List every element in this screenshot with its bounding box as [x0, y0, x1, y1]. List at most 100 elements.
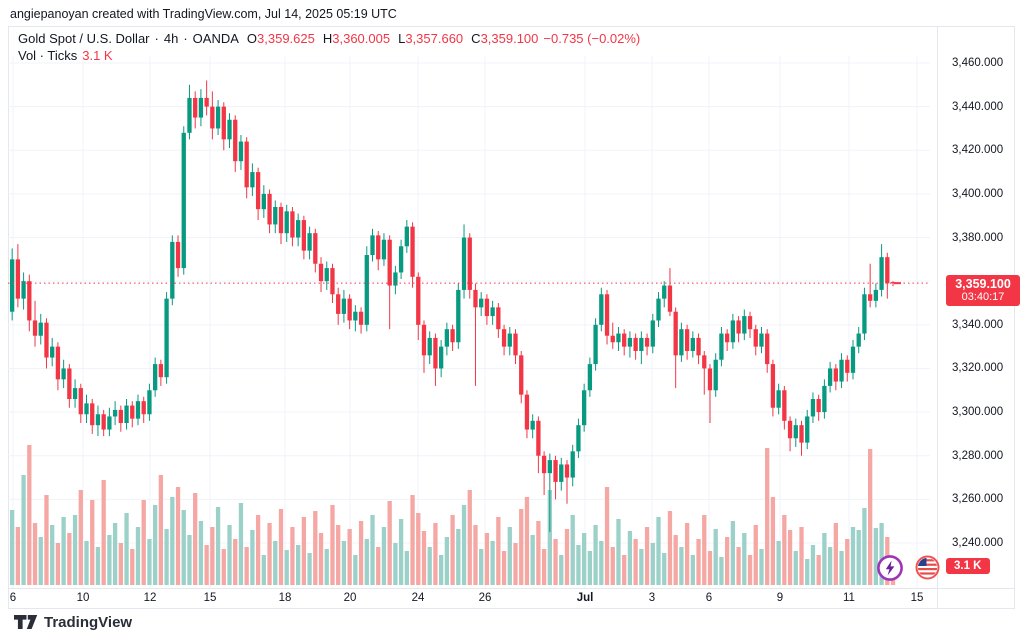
volume-bar — [450, 515, 455, 585]
volume-bar — [519, 509, 524, 585]
candle-body — [696, 337, 701, 356]
volume-bar — [644, 527, 650, 585]
volume-bar — [158, 475, 164, 585]
candle-body — [868, 294, 873, 301]
candle-body — [719, 333, 724, 360]
volume-bar — [490, 541, 495, 585]
volume-bar — [284, 550, 289, 585]
volume-bar — [147, 539, 152, 585]
candle-body — [175, 241, 181, 269]
candle-body — [358, 311, 364, 325]
realtime-lightning-icon[interactable] — [876, 554, 904, 582]
volume-bar — [707, 551, 713, 585]
volume-bar — [856, 530, 861, 585]
us-flag-icon[interactable] — [915, 555, 940, 580]
candle-body — [376, 235, 381, 260]
volume-bar — [370, 515, 375, 585]
candle-body — [153, 364, 158, 391]
tradingview-logo[interactable]: TradingView — [14, 614, 132, 631]
time-axis-label: 10 — [76, 592, 90, 604]
time-axis-label: 9 — [776, 592, 784, 604]
volume-bar — [810, 545, 816, 585]
candle-body — [193, 97, 198, 118]
candle-body — [416, 276, 421, 325]
candle-body — [845, 359, 850, 373]
candle-body — [827, 368, 833, 386]
candle-body — [610, 335, 615, 343]
candle-body — [244, 141, 249, 188]
bar-countdown: 03:40:17 — [961, 291, 1005, 303]
candle-body — [135, 401, 141, 419]
candle-body — [112, 409, 118, 417]
volume-bar — [364, 539, 369, 585]
candle-body — [181, 132, 186, 269]
candle-body — [250, 172, 255, 188]
candle-body — [484, 298, 490, 317]
candle-body — [38, 322, 43, 336]
volume-bar — [307, 553, 312, 585]
volume-bar — [587, 551, 593, 585]
volume-indicator-label[interactable]: Vol · Ticks — [18, 48, 78, 63]
candle-body — [233, 119, 238, 162]
volume-bar — [862, 508, 867, 585]
volume-bar — [684, 523, 690, 585]
candle-body — [301, 220, 307, 251]
candle-body — [799, 425, 804, 443]
price-axis-label: 3,380.000 — [952, 231, 1004, 244]
candle-body — [570, 451, 575, 478]
candle-body — [164, 298, 169, 378]
candle-body — [32, 320, 38, 336]
price-axis[interactable]: 3,460.000 3,440.000 3,420.000 3,400.000 3,38… — [940, 0, 1020, 610]
candle-body — [210, 106, 215, 129]
volume-bar — [95, 547, 101, 585]
volume-bar — [742, 533, 747, 585]
candle-body — [170, 241, 175, 299]
candle-body — [604, 294, 610, 336]
candle-body — [456, 289, 461, 343]
price-axis-label: 3,240.000 — [952, 537, 1004, 549]
price-axis-label: 3,420.000 — [952, 144, 1004, 157]
volume-bar — [238, 503, 244, 585]
chart-canvas[interactable] — [8, 56, 932, 588]
volume-bar — [845, 539, 850, 585]
volume-bar — [433, 523, 438, 585]
symbol-title[interactable]: Gold Spot / U.S. Dollar — [18, 31, 150, 46]
volume-bar — [799, 527, 804, 585]
candle-body — [616, 333, 621, 343]
ohlc-high: H3,360.005 — [322, 31, 391, 46]
exchange-label[interactable]: OANDA — [192, 31, 239, 46]
volume-bar — [61, 517, 66, 585]
time-axis[interactable]: 6 10 12 15 18 20 24 26 Jul 3 6 9 11 15 — [0, 0, 1024, 615]
volume-bar — [118, 543, 123, 585]
volume-legend-row: Vol · Ticks 3.1 K — [18, 48, 640, 63]
ohlc-close: C3,359.100 — [471, 31, 539, 46]
volume-bar — [501, 551, 507, 585]
candle-body — [95, 414, 101, 426]
candle-body — [810, 399, 816, 417]
timeframe-label[interactable]: 4h — [163, 31, 179, 46]
volume-bar — [381, 527, 387, 585]
volume-bar — [439, 555, 444, 585]
volume-bar — [15, 527, 21, 585]
candle-body — [284, 211, 289, 234]
volume-bar — [627, 531, 633, 585]
price-axis-label: 3,460.000 — [952, 57, 1004, 69]
volume-bar — [215, 507, 221, 585]
volume-bar — [713, 529, 718, 585]
candle-body — [541, 455, 547, 474]
volume-bar — [719, 557, 724, 585]
candle-body — [793, 425, 798, 439]
volume-bar — [210, 527, 215, 585]
price-axis-label: 3,440.000 — [952, 100, 1004, 113]
candle-body — [55, 346, 61, 380]
volume-bar — [570, 515, 575, 585]
candle-body — [553, 460, 558, 482]
volume-bar — [547, 490, 552, 585]
last-price-badge: 3,359.100 03:40:17 — [946, 275, 1020, 306]
candle-body — [742, 316, 747, 334]
volume-bar — [290, 527, 295, 585]
volume-bar — [473, 525, 478, 585]
volume-bar — [67, 533, 72, 585]
candle-body — [387, 239, 392, 286]
volume-bar — [421, 531, 427, 585]
